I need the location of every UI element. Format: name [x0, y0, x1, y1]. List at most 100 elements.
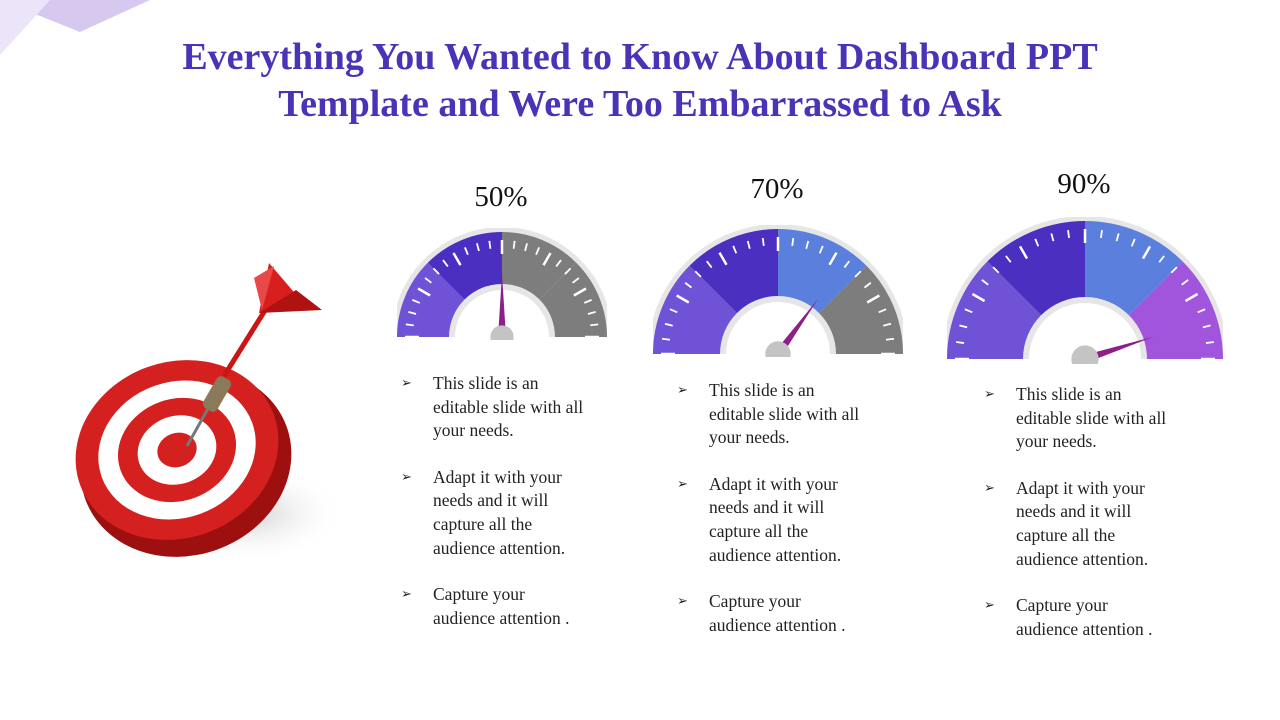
gauge-tick	[878, 308, 887, 314]
gauge-needle	[498, 274, 506, 337]
gauge-tick	[1034, 238, 1040, 247]
gauge-tick	[512, 240, 516, 249]
gauge-tick	[828, 252, 838, 266]
gauge-tick	[732, 245, 738, 254]
gauge-tick	[405, 323, 414, 327]
corner-decoration	[0, 0, 150, 55]
gauge-tick	[1184, 292, 1199, 303]
gauge-segment	[1085, 221, 1183, 316]
gauge-tick	[1100, 229, 1103, 239]
gauge-tick	[684, 282, 693, 289]
gauge-segment	[819, 265, 903, 354]
gauge-1-percent-label: 50%	[474, 181, 528, 213]
gauge-tick	[706, 260, 713, 269]
gauge-2-meter	[653, 225, 903, 357]
bullet-item: ➢ This slide is an editable slide with al…	[984, 384, 1167, 452]
title-line-1: Everything You Wanted to Know About Dash…	[182, 36, 1098, 78]
gauge-tick	[1170, 266, 1178, 274]
gauge-tick	[959, 324, 968, 329]
gauge-segment	[689, 229, 778, 313]
gauge-needle	[774, 298, 818, 357]
gauge-segment	[397, 262, 465, 337]
gauge-1-meter	[397, 228, 607, 340]
gauge-tick	[1130, 238, 1136, 247]
gauge-tick	[452, 252, 462, 266]
bullet-item: ➢ This slide is an editable slide with al…	[677, 380, 860, 448]
gauge-tick	[587, 311, 596, 315]
gauge-tick	[971, 292, 986, 303]
gauge-pivot	[490, 325, 514, 340]
gauge-tick	[1018, 245, 1029, 260]
gauge-tick	[992, 266, 1000, 274]
gauge-tick	[1067, 229, 1070, 239]
arrow-bullet-icon: ➢	[401, 469, 412, 485]
gauge-tick	[883, 322, 892, 327]
gauge-pivot	[1071, 345, 1099, 364]
gauge-segment	[502, 232, 577, 300]
arrow-bullet-icon: ➢	[401, 376, 412, 391]
gauge-tick	[476, 243, 480, 252]
bullet-item: ➢ Adapt it with your needs and it will ca…	[984, 477, 1149, 569]
arrow-bullet-icon: ➢	[984, 480, 995, 496]
gauge-tick	[1197, 308, 1206, 314]
dartboard-icon	[75, 263, 344, 563]
gauge-needle	[1083, 336, 1154, 363]
bullet-item: ➢ Adapt it with your needs and it will ca…	[401, 466, 566, 558]
gauge-tick	[1141, 245, 1152, 260]
gauge-segment	[1128, 261, 1223, 359]
gauge-tick	[718, 252, 728, 266]
arrow-bullet-icon: ➢	[401, 587, 412, 603]
gauge-tick	[818, 245, 824, 254]
gauge-tick	[424, 277, 432, 284]
gauge-pivot	[765, 341, 791, 357]
gauge-tick	[555, 259, 562, 267]
bullet-item: ➢ Capture your audience attention .	[677, 591, 846, 635]
gauge-tick	[412, 299, 421, 304]
gauge-tick	[1115, 233, 1120, 242]
gauge-segment	[987, 221, 1085, 316]
arrow-bullet-icon: ➢	[677, 383, 688, 398]
gauge-tick	[1202, 324, 1211, 329]
gauge-tick	[805, 240, 810, 249]
gauge-tick	[1050, 233, 1055, 242]
gauge-tick	[676, 294, 690, 304]
gauge-tick	[1205, 341, 1215, 344]
gauge-tick	[955, 341, 965, 344]
gauge-3-meter	[947, 217, 1223, 364]
bullet-item: ➢ Capture your audience attention .	[401, 584, 570, 628]
gauge-tick	[1158, 255, 1165, 263]
gauge-tick	[542, 252, 552, 266]
gauge-tick	[981, 279, 989, 286]
gauge-2-percent-label: 70%	[750, 173, 804, 205]
gauge-tick	[669, 308, 678, 314]
gauge-tick	[661, 337, 671, 341]
gauge-3-bullet-list: ➢ This slide is an editable slide with al…	[984, 383, 1174, 664]
gauge-segment	[947, 261, 1042, 359]
gauge-tick	[791, 237, 795, 247]
gauge-tick	[488, 240, 492, 249]
gauge-tick	[564, 267, 572, 275]
title-line-2: Template and Were Too Embarrassed to Ask	[278, 83, 1002, 125]
arrow-bullet-icon: ➢	[984, 598, 995, 614]
gauge-tick	[866, 294, 880, 304]
bullet-item: ➢ Adapt it with your needs and it will ca…	[677, 473, 842, 565]
arrow-bullet-icon: ➢	[677, 476, 688, 492]
gauge-tick	[863, 282, 872, 289]
gauge-tick	[572, 277, 580, 284]
gauge-tick	[573, 287, 587, 297]
bullet-item: ➢ This slide is an editable slide with al…	[401, 373, 584, 441]
gauge-segment	[653, 265, 737, 354]
gauge-tick	[1181, 279, 1189, 286]
arrow-bullet-icon: ➢	[984, 387, 995, 402]
bullet-item: ➢ Capture your audience attention .	[984, 595, 1153, 639]
gauge-segment	[778, 229, 867, 313]
gauge-tick	[746, 240, 751, 249]
gauge-tick	[535, 247, 540, 256]
gauge-tick	[442, 259, 449, 267]
gauge-2-bullet-list: ➢ This slide is an editable slide with al…	[677, 379, 867, 660]
gauge-tick	[432, 267, 440, 275]
gauge-tick	[964, 308, 973, 314]
gauge-tick	[590, 323, 599, 327]
gauge-tick	[464, 247, 469, 256]
gauge-1-bullet-list: ➢ This slide is an editable slide with al…	[401, 372, 591, 653]
